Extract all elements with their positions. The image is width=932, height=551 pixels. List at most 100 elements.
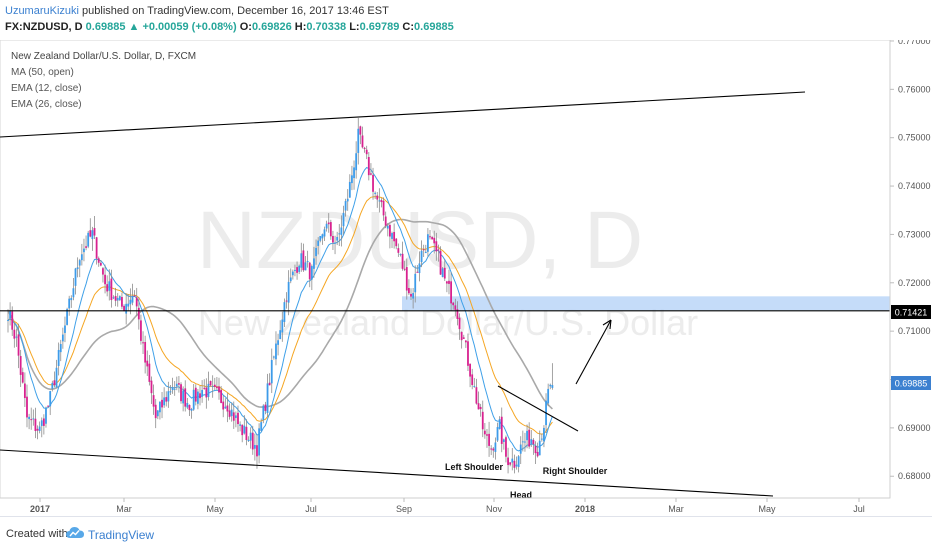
candle-body [171,387,174,391]
candle-body [416,271,419,273]
candle-body [475,387,478,404]
candle-body [15,336,18,338]
candle-body [144,341,147,363]
price-axis[interactable]: 0.77000 0.76000 0.75000 0.74000 0.73000 0.720… [889,36,931,498]
candle-body [534,445,537,454]
candle-body [230,409,233,417]
candle-body [308,262,311,280]
x-tick-label-9: Jul [853,504,865,514]
candle-body [399,253,402,255]
legend-ma50[interactable]: MA (50, open) [11,67,74,78]
candle-body [433,237,436,244]
candle-body [410,293,412,297]
candle-body [108,281,111,291]
candle-body [66,309,68,325]
candle-body [167,391,170,402]
candle-body [26,396,28,418]
candle-body [507,457,509,466]
x-tick-label-8: May [758,504,776,514]
candle-body [150,380,153,394]
y-tick-label-8: 0.69000 [898,423,931,433]
candle-body [296,267,298,273]
symbol-label: FX:NZDUSD, D [5,21,83,33]
upper-trendline[interactable] [0,91,806,138]
candle-body [182,390,185,404]
candle-body [260,422,263,431]
time-axis[interactable]: 2017 Mar May Jul Sep Nov 2018 Mar May Jul [0,497,890,514]
candle-body [68,298,71,309]
legend-ema12[interactable]: EMA (12, close) [11,83,82,94]
last-price: 0.69885 [85,21,126,33]
x-tick-label-2: May [206,504,224,514]
candle-body [460,331,463,341]
candle-body [357,128,360,153]
candle-body [83,248,85,253]
candle-body [123,305,125,311]
candle-body [310,266,313,280]
candle-body [505,437,507,457]
tradingview-cloud-icon[interactable] [66,526,84,540]
candle-body [184,388,187,407]
candle-body [435,241,438,252]
candle-body [85,246,87,248]
candle-body [283,302,286,322]
candle-body [346,198,349,202]
candle-body [367,157,370,176]
candle-body [9,310,12,319]
annotations: Left Shoulder Head Right Shoulder [445,462,608,500]
candle-body [78,260,81,266]
candle-body [57,349,60,366]
candle-body [222,401,225,410]
candle-body [279,330,282,340]
candle-body [414,273,417,293]
candle-body [256,445,258,457]
candle-body [70,298,73,301]
price-chart[interactable]: NZDUSD, D New Zealand Dollar/U.S. Dollar… [0,36,932,516]
candle-body [253,444,256,449]
legend-ema26[interactable]: EMA (26, close) [11,99,82,110]
last-price-label: 0.69885 [895,379,928,389]
candle-body [420,250,423,263]
x-tick-label-3: Jul [305,504,317,514]
trend-lines [0,91,890,497]
candle-body [89,230,92,237]
candle-body [249,432,252,441]
candle-body [218,386,220,393]
candle-body [496,427,499,441]
candle-body [241,424,244,436]
neckline[interactable] [497,385,579,432]
candle-body [135,297,138,307]
lower-trendline[interactable] [0,449,774,497]
candle-body [469,363,471,377]
candle-body [161,399,163,408]
candle-body [338,233,341,235]
candle-body [300,253,303,268]
candle-body [45,408,47,424]
ema26-line [7,196,553,435]
candle-body [211,386,214,388]
candle-body [131,296,134,303]
candle-body [289,277,292,282]
candle-body [112,297,115,299]
candle-body [80,254,83,261]
price-change: ▲ +0.00059 (+0.08%) [128,21,237,33]
candle-body [500,416,503,444]
candle-body [17,334,20,356]
candle-body [156,410,159,417]
candle-body [173,388,176,390]
candle-body [11,311,14,330]
author-link[interactable]: UzumaruKizuki [5,5,79,17]
candle-body [148,363,151,382]
candle-body [437,249,440,251]
candle-body [547,388,550,404]
candle-body [355,153,358,171]
chart-area[interactable]: NZDUSD, D New Zealand Dollar/U.S. Dollar… [0,36,932,516]
candle-body [19,356,22,375]
candle-body [199,393,201,399]
candle-body [325,223,328,229]
candle-body [127,303,130,307]
tradingview-brand[interactable]: TradingView [88,528,155,542]
candle-body [102,268,104,275]
close-label: C: [402,21,415,33]
candle-body [439,250,442,275]
